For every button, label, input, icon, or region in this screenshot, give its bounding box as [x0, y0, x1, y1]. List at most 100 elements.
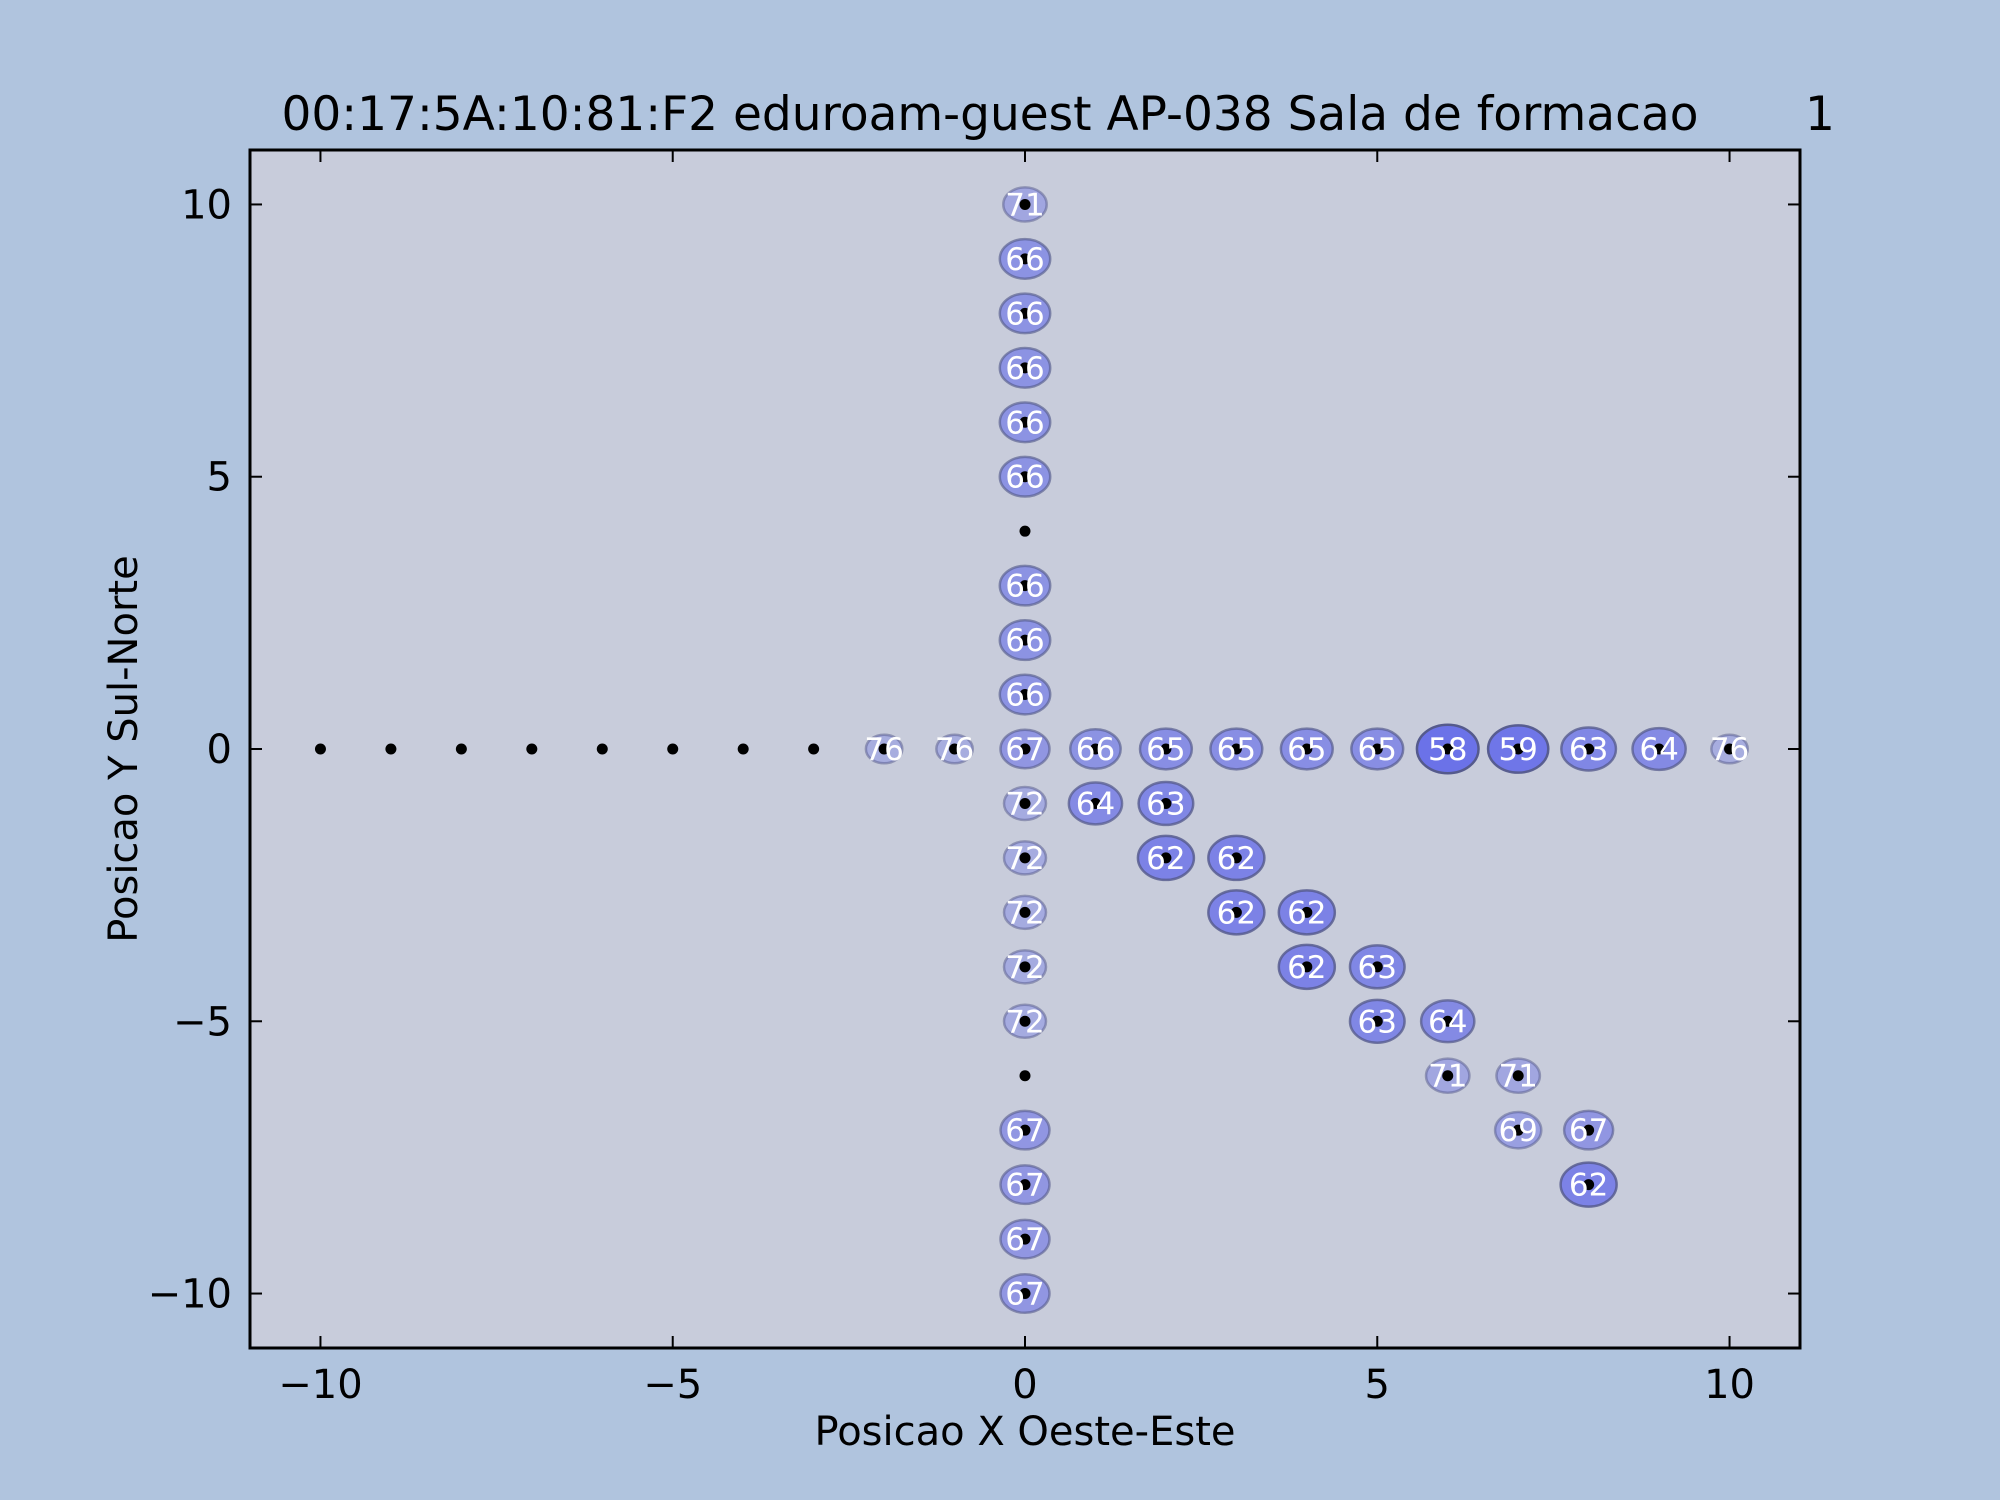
measurement-point	[1019, 253, 1031, 265]
chart-title: 00:17:5A:10:81:F2 eduroam-guest AP-038 S…	[282, 87, 1699, 142]
x-tick-label: −10	[278, 1362, 362, 1408]
measurement-point	[1160, 743, 1172, 755]
signal-value-label: 66	[1005, 242, 1044, 278]
measurement-point	[1512, 1124, 1524, 1136]
signal-value-label: 65	[1146, 732, 1185, 768]
measurement-point	[1442, 1070, 1454, 1082]
signal-value-label: 66	[1005, 678, 1044, 714]
y-tick-label: −5	[173, 999, 232, 1045]
measurement-point	[949, 743, 961, 755]
signal-value-label: 76	[935, 732, 974, 768]
signal-value-label: 66	[1005, 460, 1044, 496]
signal-value-label: 65	[1358, 732, 1397, 768]
measurement-point	[737, 743, 749, 755]
signal-value-label: 64	[1428, 1004, 1467, 1040]
measurement-point	[1230, 852, 1242, 864]
signal-value-label: 66	[1005, 623, 1044, 659]
measurement-point	[1019, 906, 1031, 918]
measurement-point	[1019, 580, 1031, 592]
signal-value-label: 67	[1005, 732, 1044, 768]
measurement-point	[1371, 743, 1383, 755]
y-tick-label: −10	[148, 1272, 232, 1318]
signal-value-label: 65	[1217, 732, 1256, 768]
measurement-point	[1019, 1070, 1031, 1082]
signal-value-label: 71	[1428, 1059, 1467, 1095]
x-tick-label: −5	[643, 1362, 702, 1408]
signal-value-label: 76	[864, 732, 903, 768]
signal-value-label: 63	[1569, 732, 1608, 768]
measurement-point	[314, 743, 326, 755]
signal-value-label: 66	[1076, 732, 1115, 768]
x-tick-label: 0	[1012, 1362, 1037, 1408]
measurement-point	[1089, 743, 1101, 755]
signal-value-label: 67	[1005, 1222, 1044, 1258]
signal-value-label: 71	[1498, 1059, 1537, 1095]
measurement-point	[1019, 471, 1031, 483]
signal-value-label: 67	[1005, 1277, 1044, 1313]
y-axis-label: Posicao Y Sul-Norte	[101, 555, 147, 942]
plot-frame	[248, 148, 1802, 1350]
measurement-point	[1019, 1015, 1031, 1027]
signal-value-label: 65	[1287, 732, 1326, 768]
measurement-point	[1653, 743, 1665, 755]
measurement-point	[455, 743, 467, 755]
measurement-point	[1019, 689, 1031, 701]
measurement-point	[1019, 307, 1031, 319]
measurement-point	[1019, 743, 1031, 755]
signal-value-label: 62	[1287, 895, 1326, 931]
signal-value-label: 72	[1005, 786, 1044, 822]
measurement-point	[1019, 852, 1031, 864]
signal-value-label: 69	[1498, 1113, 1537, 1149]
signal-value-label: 59	[1498, 732, 1537, 768]
measurement-point	[1301, 961, 1313, 973]
signal-value-label: 72	[1005, 950, 1044, 986]
labels-layer: 71 66 66 66 66 66 66 66 66 76 76 67 66 65 65 65 65 58 59 63…	[864, 187, 1749, 1312]
x-axis-label: Posicao X Oeste-Este	[815, 1409, 1236, 1455]
measurement-point	[1019, 634, 1031, 646]
x-tick-label: 10	[1704, 1362, 1755, 1408]
measurement-point	[1019, 525, 1031, 537]
measurement-point	[667, 743, 679, 755]
signal-value-label: 62	[1217, 895, 1256, 931]
signal-value-label: 62	[1217, 841, 1256, 877]
measurement-point	[1019, 1124, 1031, 1136]
signal-value-label: 72	[1005, 841, 1044, 877]
measurement-point	[1301, 743, 1313, 755]
measurement-point	[1160, 797, 1172, 809]
y-tick-label: 5	[207, 455, 232, 501]
measurement-point	[1019, 1233, 1031, 1245]
signal-value-label: 72	[1005, 895, 1044, 931]
measurement-point	[1442, 1015, 1454, 1027]
dots-layer	[314, 198, 1736, 1300]
measurement-point	[1019, 362, 1031, 374]
signal-value-label: 67	[1005, 1113, 1044, 1149]
chart-title-suffix: 1	[1805, 87, 1835, 142]
signal-value-label: 66	[1005, 351, 1044, 387]
measurement-point	[1301, 906, 1313, 918]
measurement-point	[1583, 743, 1595, 755]
signal-value-label: 63	[1146, 786, 1185, 822]
measurement-point	[1512, 743, 1524, 755]
measurement-point	[1583, 1124, 1595, 1136]
measurement-point	[1230, 743, 1242, 755]
signal-value-label: 64	[1639, 732, 1678, 768]
measurement-point	[1512, 1070, 1524, 1082]
signal-value-label: 71	[1005, 187, 1044, 223]
signal-value-label: 58	[1428, 732, 1467, 768]
measurement-point	[1371, 961, 1383, 973]
ticks-layer: −10 −5 0 5 10 −10 −5 0 5 10	[148, 150, 1800, 1408]
signal-value-label: 64	[1076, 786, 1115, 822]
signal-value-label: 66	[1005, 405, 1044, 441]
measurement-point	[1019, 416, 1031, 428]
signal-value-label: 63	[1358, 950, 1397, 986]
measurement-point	[1583, 1179, 1595, 1191]
measurement-point	[1160, 852, 1172, 864]
signal-value-label: 67	[1005, 1168, 1044, 1204]
measurement-point	[1019, 961, 1031, 973]
signal-value-label: 67	[1569, 1113, 1608, 1149]
y-tick-label: 10	[181, 182, 232, 228]
y-tick-label: 0	[207, 727, 232, 773]
signal-value-label: 66	[1005, 296, 1044, 332]
measurement-point	[1724, 743, 1736, 755]
measurement-point	[1230, 906, 1242, 918]
